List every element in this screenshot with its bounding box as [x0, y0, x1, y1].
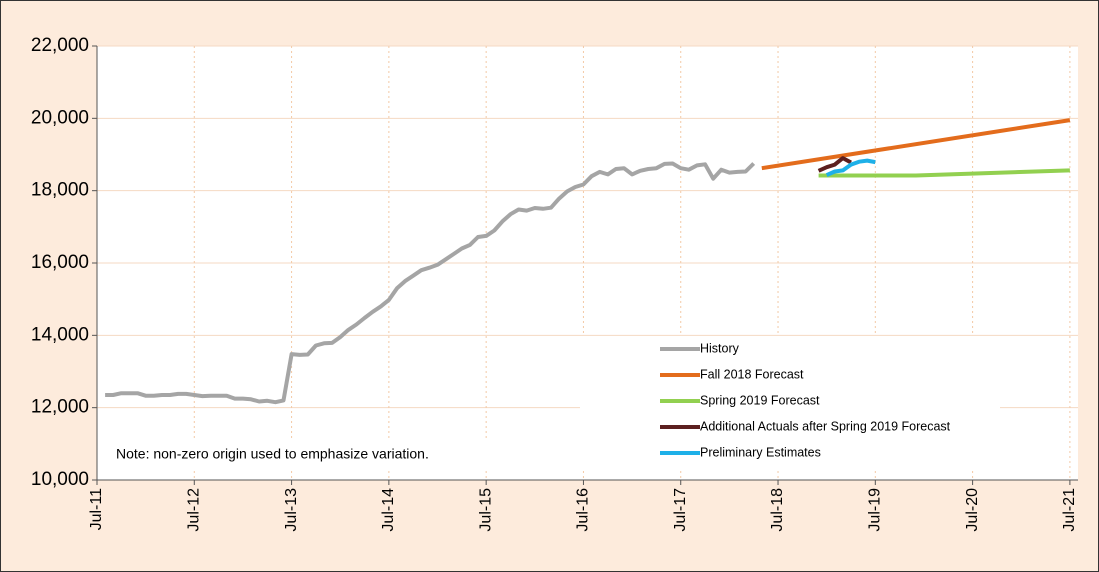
legend-box [580, 336, 1000, 470]
x-tick-label: Jul-15 [477, 488, 494, 532]
series-line [825, 158, 876, 177]
x-tick-label: Jul-17 [672, 488, 689, 532]
y-tick-label: 10,000 [31, 469, 89, 490]
x-tick-label: Jul-21 [1061, 488, 1078, 532]
x-tick-label: Jul-18 [769, 488, 786, 532]
x-tick-label: Jul-19 [867, 488, 884, 532]
legend-label: Preliminary Estimates [700, 445, 821, 459]
lines [105, 118, 1071, 405]
y-tick-label: 20,000 [31, 107, 89, 128]
series-line [105, 161, 756, 405]
y-tick-label: 22,000 [31, 35, 89, 56]
y-tick-label: 18,000 [31, 180, 89, 201]
x-tick-label: Jul-14 [380, 488, 397, 532]
x-tick-label: Jul-13 [283, 488, 300, 532]
note: Note: non-zero origin used to emphasize … [116, 446, 429, 462]
x-tick-label: Jul-12 [186, 488, 203, 532]
y-tick-label: 16,000 [31, 252, 89, 273]
x-tick-label: Jul-20 [964, 488, 981, 532]
axes: 10,000 12,000 14,000 16,000 18,000 20,000 22,0… [31, 35, 1078, 532]
series-line [817, 156, 852, 173]
y-tick-label: 12,000 [31, 397, 89, 418]
y-tick-label: 14,000 [31, 324, 89, 345]
legend-label: History [700, 341, 740, 355]
x-tick-label: Jul-11 [88, 488, 105, 530]
note-box [108, 439, 500, 471]
legend-label: Spring 2019 Forecast [700, 393, 820, 407]
x-tick-label: Jul-16 [575, 488, 592, 532]
series-line [818, 168, 1070, 178]
legend-label: Fall 2018 Forecast [700, 367, 804, 381]
legend-label: Additional Actuals after Spring 2019 For… [700, 419, 951, 433]
series-line [761, 118, 1071, 171]
